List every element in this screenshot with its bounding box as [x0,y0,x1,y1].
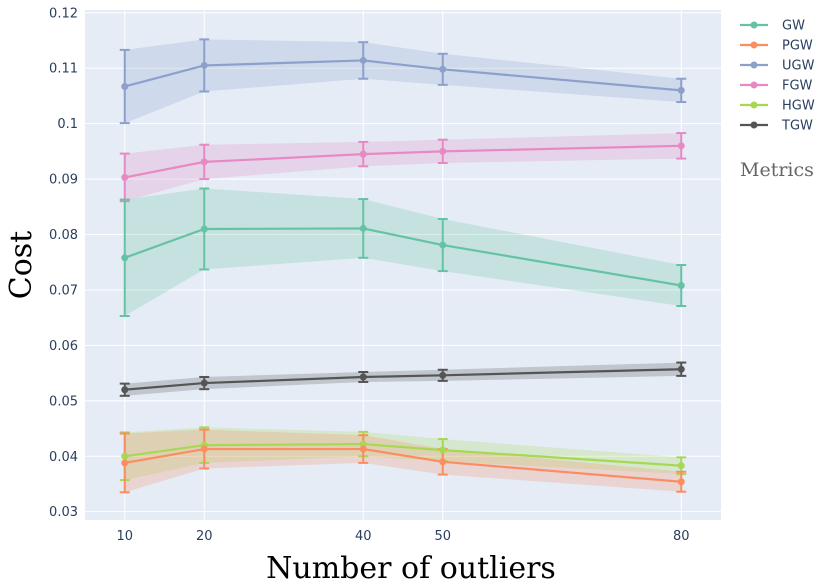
legend-item-fgw[interactable]: FGW [740,79,813,94]
x-tick-label: 40 [355,529,372,544]
tgw-point [677,365,685,373]
tgw-point [439,371,447,379]
y-tick-label: 0.12 [49,6,78,21]
hgw-point [677,462,685,470]
pgw-point [359,445,367,453]
legend-swatch-marker [750,61,758,69]
ugw-point [359,56,367,64]
y-tick-label: 0.05 [49,394,78,409]
y-tick-label: 0.06 [49,339,78,354]
legend-item-tgw[interactable]: TGW [740,119,813,134]
hgw-band [124,427,682,481]
legend-swatch-marker [750,41,758,49]
fgw-point [439,147,447,155]
gw-band [124,188,682,316]
y-axis-ticks: 0.03 0.04 0.05 0.06 0.07 0.08 0.09 0.1 0.11 0.12 [49,6,78,520]
pgw-point [121,459,129,467]
fgw-point [359,150,367,158]
legend-label: HGW [782,99,815,114]
ugw-band [124,39,682,124]
legend-swatch-marker [750,101,758,109]
gw-point [677,282,685,290]
gw-point [439,241,447,249]
fgw-point [677,142,685,150]
y-tick-label: 0.11 [49,62,78,77]
legend-label: UGW [782,59,815,74]
ugw-point [677,86,685,94]
y-tick-label: 0.04 [49,450,78,465]
series-points [121,56,685,486]
tgw-band [124,362,682,396]
pgw-point [200,445,208,453]
y-tick-label: 0.09 [49,173,78,188]
legend: GW PGW UGW FGW HGW TGW [740,19,815,134]
legend-label: TGW [781,119,813,134]
hgw-point [121,452,129,460]
gw-point [359,224,367,232]
x-axis-ticks: 10 20 40 50 80 [116,529,689,544]
legend-label: FGW [782,79,813,94]
x-axis-title: Number of outliers [266,551,556,586]
x-tick-label: 80 [673,529,690,544]
legend-label: PGW [782,39,813,54]
legend-item-pgw[interactable]: PGW [740,39,813,54]
ugw-point [439,65,447,73]
y-axis-title: Cost [4,231,39,299]
y-tick-label: 0.03 [49,505,78,520]
fgw-point [200,158,208,166]
legend-swatch-marker [750,21,758,29]
gw-point [200,225,208,233]
legend-label: GW [782,19,805,34]
tgw-point [121,386,129,394]
plot-background [85,10,721,520]
hgw-point [439,446,447,454]
tgw-point [359,373,367,381]
x-tick-label: 50 [434,529,451,544]
pgw-point [677,478,685,486]
hgw-point [359,440,367,448]
ugw-point [121,83,129,90]
ugw-point [200,61,208,69]
legend-swatch-marker [750,121,758,129]
error-bands [124,39,682,493]
y-tick-label: 0.07 [49,283,78,298]
gw-point [121,254,129,262]
tgw-point [200,379,208,387]
legend-title: Metrics [740,159,814,181]
legend-item-hgw[interactable]: HGW [740,99,815,114]
y-tick-label: 0.08 [49,228,78,243]
legend-item-ugw[interactable]: UGW [740,59,815,74]
legend-swatch-marker [750,81,758,89]
legend-item-gw[interactable]: GW [740,19,805,34]
pgw-point [439,458,447,466]
x-tick-label: 20 [196,529,213,544]
fgw-point [121,173,129,181]
y-tick-label: 0.1 [57,117,78,132]
x-tick-label: 10 [116,529,133,544]
